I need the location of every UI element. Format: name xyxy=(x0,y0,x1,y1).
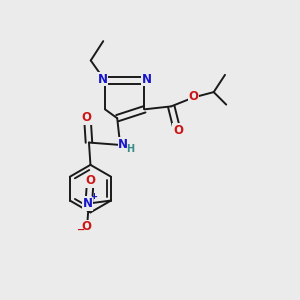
Text: H: H xyxy=(126,144,134,154)
Text: N: N xyxy=(98,73,108,86)
Text: N: N xyxy=(142,73,152,86)
Text: N: N xyxy=(118,138,128,151)
Text: O: O xyxy=(82,220,92,233)
Text: O: O xyxy=(188,90,199,103)
Text: +: + xyxy=(91,193,98,202)
Text: O: O xyxy=(81,111,91,124)
Text: O: O xyxy=(86,174,96,187)
Text: O: O xyxy=(173,124,183,136)
Text: N: N xyxy=(82,197,93,210)
Text: −: − xyxy=(77,225,86,235)
